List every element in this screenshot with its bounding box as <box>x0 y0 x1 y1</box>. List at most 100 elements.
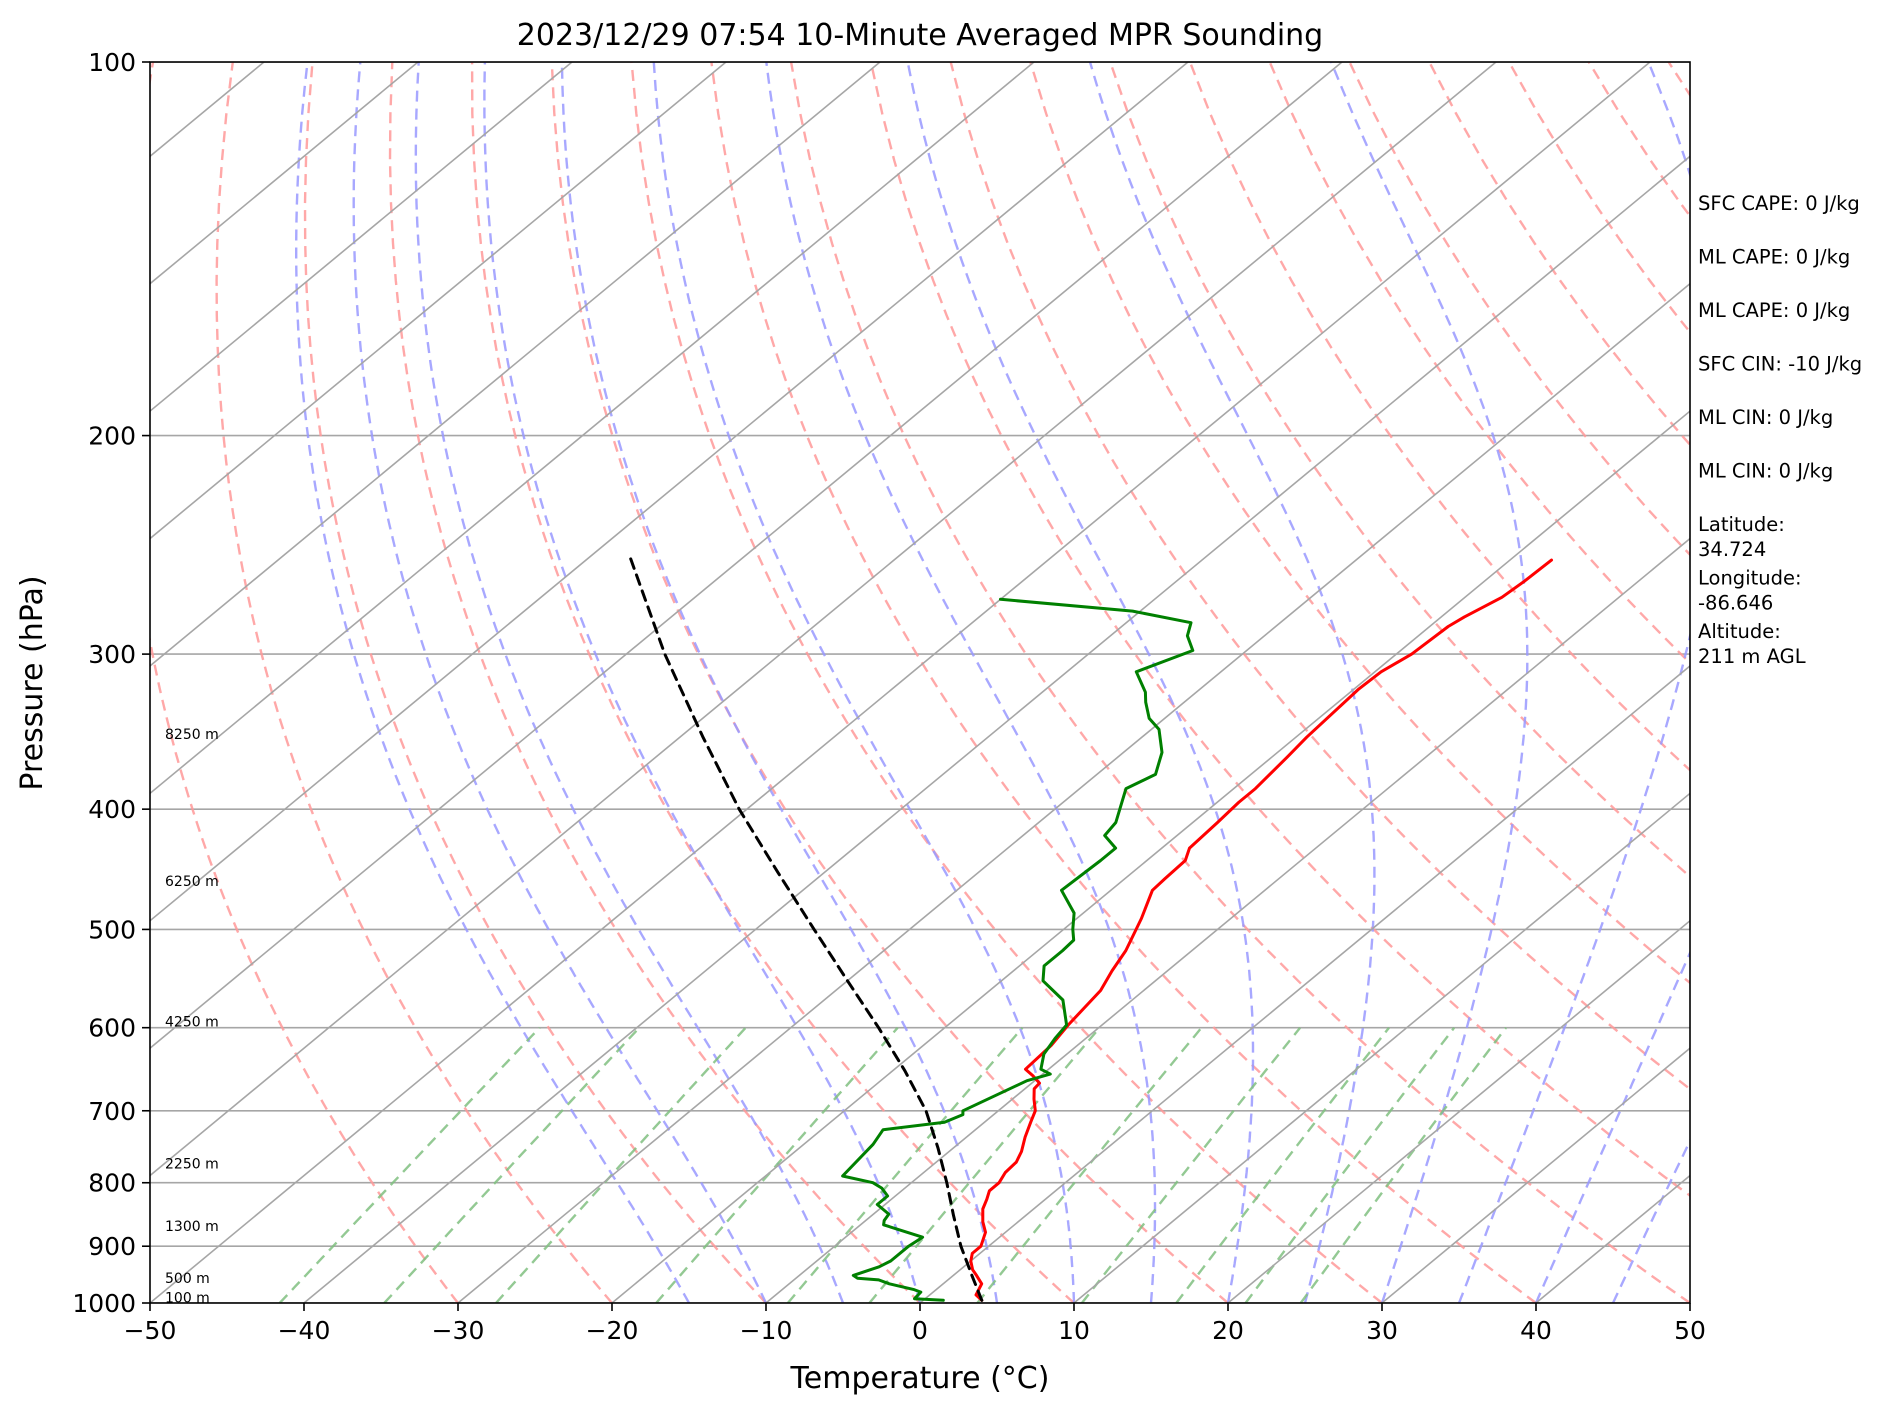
mixing-ratio-line <box>1175 1026 1390 1303</box>
dry-adiabat-line <box>789 62 1690 1303</box>
x-tick-label: −50 <box>124 1316 177 1345</box>
y-tick-label: 200 <box>88 422 136 451</box>
dry-adiabat-line <box>1029 62 1690 985</box>
dry-adiabat-line <box>869 62 1690 1198</box>
dry-adiabat-line <box>949 62 1690 1091</box>
moist-adiabat-line <box>1457 62 1690 1303</box>
isotherm-line <box>765 537 1690 1303</box>
x-tick-label: −40 <box>278 1316 331 1345</box>
info-annotation: ML CAPE: 0 J/kg <box>1698 299 1850 322</box>
y-tick-label: 400 <box>88 795 136 824</box>
x-tick-label: 20 <box>1212 1316 1244 1345</box>
isotherm-line <box>150 62 881 667</box>
info-annotation: Longitude: <box>1698 567 1802 590</box>
x-tick-label: −20 <box>586 1316 639 1345</box>
height-label: 8250 m <box>165 727 219 743</box>
mixing-ratio-line <box>976 1026 1203 1303</box>
moist-adiabat-line <box>560 62 999 1303</box>
isotherm-line <box>1227 919 1690 1303</box>
x-tick-label: 50 <box>1674 1316 1706 1345</box>
parcel-line <box>628 554 984 1302</box>
isotherm-line <box>150 62 1497 1177</box>
y-tick-label: 600 <box>88 1014 136 1043</box>
x-tick-label: −10 <box>740 1316 793 1345</box>
dry-adiabat-line <box>550 62 1229 1303</box>
isotherm-line <box>150 62 1651 1303</box>
height-label: 1300 m <box>165 1219 219 1235</box>
dry-adiabat-line <box>470 62 1075 1303</box>
moist-adiabat-line <box>652 62 1076 1303</box>
dry-adiabat-line <box>388 62 921 1303</box>
height-label: 2250 m <box>165 1157 219 1173</box>
info-annotation: SFC CIN: -10 J/kg <box>1698 353 1862 376</box>
x-tick-label: 10 <box>1058 1316 1090 1345</box>
isotherm-line <box>150 62 573 413</box>
isotherm-line <box>1844 62 1896 1303</box>
height-label: 4250 m <box>165 1014 219 1030</box>
mixing-ratio-line <box>1299 1026 1507 1303</box>
moist-adiabat-line <box>295 62 691 1303</box>
isotherm-lines <box>150 62 1896 1303</box>
mixing-ratio-lines <box>278 1026 1507 1303</box>
info-annotation: 34.724 <box>1698 538 1766 561</box>
moist-adiabat-line <box>1534 949 1690 1303</box>
y-axis-label: Pressure (hPa) <box>15 575 50 790</box>
isotherm-line <box>1381 1047 1690 1303</box>
dewpoint-line <box>841 597 1195 1302</box>
y-tick-label: 1000 <box>72 1289 136 1318</box>
moist-adiabat-lines <box>295 62 1690 1303</box>
isotherm-line <box>919 664 1690 1303</box>
info-annotation: Altitude: <box>1698 620 1781 643</box>
y-tick-label: 300 <box>88 640 136 669</box>
isotherm-line <box>150 62 1035 795</box>
info-annotation: SFC CAPE: 0 J/kg <box>1698 192 1860 215</box>
isotherm-line <box>1073 792 1690 1303</box>
info-annotation: ML CIN: 0 J/kg <box>1698 460 1833 483</box>
info-annotation: ML CAPE: 0 J/kg <box>1698 246 1850 269</box>
chart-title: 2023/12/29 07:54 10-Minute Averaged MPR … <box>517 18 1323 53</box>
isotherm-line <box>303 155 1690 1303</box>
moist-adiabat-line <box>483 62 922 1303</box>
height-label: 100 m <box>165 1291 210 1307</box>
dry-adiabat-line <box>710 62 1537 1303</box>
isotherm-line <box>611 410 1690 1303</box>
dry-adiabat-line <box>1109 62 1690 879</box>
mixing-ratio-line <box>1080 1026 1302 1303</box>
moist-adiabat-line <box>1088 62 1376 1303</box>
mixing-ratio-line <box>383 1026 641 1303</box>
x-tick-label: 30 <box>1366 1316 1398 1345</box>
x-tick-label: −30 <box>432 1316 485 1345</box>
moist-adiabat-line <box>414 62 845 1303</box>
height-label: 500 m <box>165 1271 210 1287</box>
isotherm-line <box>150 62 727 540</box>
temperature-line <box>969 558 1553 1302</box>
series-layer <box>628 554 1553 1302</box>
isobar-lines <box>150 62 1690 1303</box>
mixing-ratio-line <box>278 1026 541 1303</box>
background-lines <box>150 62 1896 1303</box>
moist-adiabat-line <box>906 62 1255 1303</box>
y-tick-label: 900 <box>88 1232 136 1261</box>
height-label: 6250 m <box>165 874 219 890</box>
plot-frame <box>149 61 1691 1304</box>
y-tick-label: 700 <box>88 1097 136 1126</box>
isotherm-line <box>150 62 1189 922</box>
y-tick-label: 100 <box>88 48 136 77</box>
dry-adiabat-line <box>215 62 613 1303</box>
isotherm-line <box>150 62 419 285</box>
dry-adiabat-line <box>630 62 1383 1303</box>
info-annotation: Latitude: <box>1698 513 1785 536</box>
x-tick-label: 40 <box>1520 1316 1552 1345</box>
dry-adiabat-line <box>303 62 767 1303</box>
dry-adiabat-lines <box>150 62 1690 1303</box>
moist-adiabat-line <box>1611 1138 1690 1303</box>
height-labels: 100 m 500 m 1300 m 2250 m 4250 m 6250 m 8250 m <box>165 727 219 1306</box>
moist-adiabat-line <box>352 62 768 1303</box>
x-tick-label: 0 <box>912 1316 928 1345</box>
isotherm-line <box>150 62 1343 1050</box>
info-annotation: ML CIN: 0 J/kg <box>1698 406 1833 429</box>
y-axis-ticks: 100 200 300 400 500 600 700 800 900 1000 <box>72 48 150 1318</box>
info-annotation: 211 m AGL <box>1698 645 1806 668</box>
x-axis-ticks: −50 −40 −30 −20 −10 0 10 20 30 40 50 <box>124 1303 1706 1345</box>
